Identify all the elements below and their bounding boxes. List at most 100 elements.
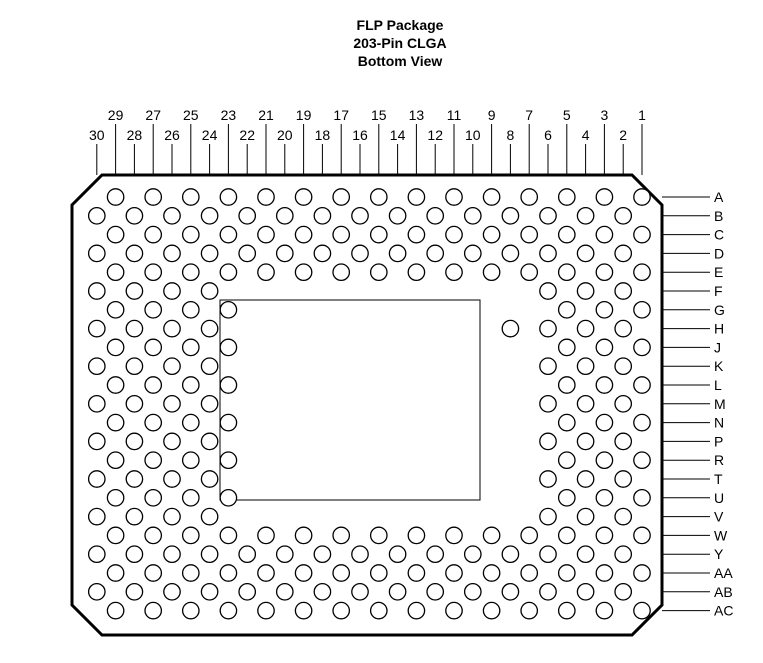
- pin: [220, 602, 236, 618]
- pin: [577, 584, 593, 600]
- pin: [295, 527, 311, 543]
- pin: [540, 208, 556, 224]
- pin: [427, 584, 443, 600]
- pin: [502, 584, 518, 600]
- pin: [540, 358, 556, 374]
- pin: [126, 320, 142, 336]
- pin: [201, 358, 217, 374]
- pin: [314, 546, 330, 562]
- pin: [465, 208, 481, 224]
- pin: [145, 302, 161, 318]
- pin: [89, 358, 105, 374]
- pin: [126, 471, 142, 487]
- pin: [559, 377, 575, 393]
- pin: [465, 245, 481, 261]
- pin: [258, 226, 274, 242]
- pin: [596, 189, 612, 205]
- package-outline: [72, 175, 662, 635]
- col-label: 21: [258, 107, 274, 123]
- row-label: T: [714, 471, 723, 487]
- pin: [521, 226, 537, 242]
- pin: [389, 584, 405, 600]
- pin: [333, 527, 349, 543]
- pin: [521, 602, 537, 618]
- pin: [502, 320, 518, 336]
- pin: [333, 565, 349, 581]
- pin: [371, 264, 387, 280]
- pin: [540, 320, 556, 336]
- col-label: 5: [563, 107, 571, 123]
- col-label: 13: [409, 107, 425, 123]
- pin: [295, 264, 311, 280]
- pin: [107, 565, 123, 581]
- pin: [615, 546, 631, 562]
- pin: [183, 602, 199, 618]
- pin: [615, 433, 631, 449]
- pin: [89, 396, 105, 412]
- pin: [596, 414, 612, 430]
- pin: [521, 189, 537, 205]
- pin: [596, 226, 612, 242]
- pin: [295, 226, 311, 242]
- pin: [615, 208, 631, 224]
- pin: [540, 283, 556, 299]
- pin: [596, 339, 612, 355]
- pin: [164, 546, 180, 562]
- pin: [126, 546, 142, 562]
- pin: [314, 245, 330, 261]
- pin: [89, 245, 105, 261]
- row-label: Y: [714, 546, 724, 562]
- row-label: AA: [714, 565, 733, 581]
- pin: [107, 339, 123, 355]
- row-label: G: [714, 302, 725, 318]
- pin: [201, 508, 217, 524]
- pin: [277, 245, 293, 261]
- pin: [164, 433, 180, 449]
- col-label: 19: [296, 107, 312, 123]
- pin: [220, 264, 236, 280]
- pin: [634, 490, 650, 506]
- pin: [164, 396, 180, 412]
- pin: [126, 584, 142, 600]
- pin: [502, 208, 518, 224]
- pin: [596, 377, 612, 393]
- pin: [145, 339, 161, 355]
- pin: [483, 189, 499, 205]
- pin: [615, 508, 631, 524]
- pin: [577, 396, 593, 412]
- pin: [596, 490, 612, 506]
- pin: [220, 414, 236, 430]
- pin: [559, 452, 575, 468]
- pin: [502, 546, 518, 562]
- pin: [107, 414, 123, 430]
- pin: [89, 433, 105, 449]
- pin: [540, 508, 556, 524]
- pin: [107, 189, 123, 205]
- pin: [145, 264, 161, 280]
- pin: [596, 565, 612, 581]
- pin: [201, 208, 217, 224]
- row-label: J: [714, 339, 721, 355]
- pin: [89, 546, 105, 562]
- pin: [126, 245, 142, 261]
- pin: [634, 339, 650, 355]
- pin: [521, 264, 537, 280]
- col-label: 30: [89, 127, 105, 143]
- pin: [201, 546, 217, 562]
- col-label: 28: [127, 127, 143, 143]
- pin: [164, 245, 180, 261]
- pin: [183, 565, 199, 581]
- pin: [446, 189, 462, 205]
- row-label: AC: [714, 603, 733, 619]
- pin: [107, 527, 123, 543]
- col-label: 6: [544, 127, 552, 143]
- col-label: 14: [390, 127, 406, 143]
- pin: [258, 264, 274, 280]
- pin: [183, 527, 199, 543]
- pin: [201, 320, 217, 336]
- pin: [483, 565, 499, 581]
- pin: [239, 584, 255, 600]
- pin: [258, 565, 274, 581]
- pin: [559, 264, 575, 280]
- pin: [596, 527, 612, 543]
